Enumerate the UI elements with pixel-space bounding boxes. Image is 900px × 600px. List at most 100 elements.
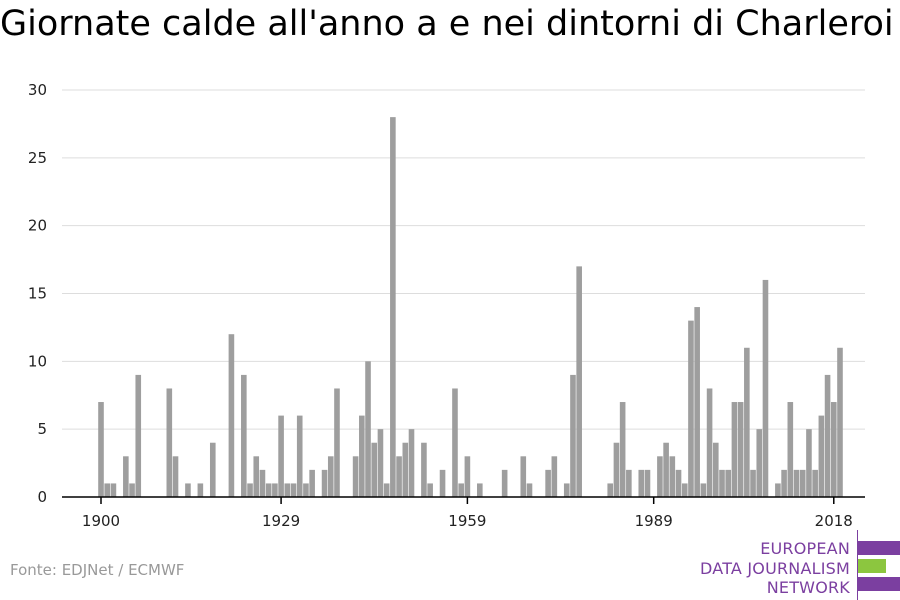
- y-tick-label: 15: [28, 285, 47, 303]
- logo-bar-purple-2: [858, 577, 900, 591]
- bar: [241, 374, 247, 497]
- logo-bar-purple-1: [858, 541, 900, 555]
- bar: [793, 469, 800, 497]
- y-tick-label: 5: [37, 420, 47, 438]
- bar: [663, 442, 669, 497]
- bar: [185, 483, 191, 497]
- bar: [253, 456, 260, 497]
- gridlines: [62, 89, 865, 430]
- chart-title: Giornate calde all'anno a e nei dintorni…: [0, 4, 894, 44]
- bar: [166, 388, 173, 497]
- bar: [296, 415, 303, 497]
- bar: [135, 374, 142, 497]
- edjnet-logo: EUROPEAN DATA JOURNALISM NETWORK: [700, 530, 900, 600]
- bar: [359, 415, 365, 497]
- bar: [371, 442, 378, 497]
- bar: [812, 469, 818, 497]
- logo-line-3: NETWORK: [766, 578, 850, 597]
- bar: [570, 374, 576, 497]
- bar: [402, 442, 409, 497]
- bar: [762, 279, 769, 497]
- bar: [731, 402, 738, 497]
- bar: [501, 469, 508, 497]
- bar: [352, 456, 359, 497]
- bar: [259, 469, 266, 497]
- bar: [421, 442, 427, 497]
- bar: [439, 469, 446, 497]
- bar: [408, 429, 415, 497]
- bar: [644, 469, 651, 497]
- bar: [377, 429, 384, 497]
- bar: [799, 469, 806, 497]
- bar: [452, 388, 458, 497]
- bar: [638, 469, 645, 497]
- bar: [619, 402, 626, 497]
- bar: [98, 402, 104, 497]
- bars: [98, 117, 843, 497]
- bar: [172, 456, 179, 497]
- bar: [675, 469, 682, 497]
- x-tick-label: 1989: [635, 512, 673, 530]
- y-axis-ticks: 0 5 10 15 20 25 30: [28, 81, 47, 506]
- bar: [626, 469, 632, 497]
- bar: [396, 456, 402, 497]
- logo-line-2: DATA JOURNALISM: [700, 559, 850, 578]
- bar: [309, 469, 315, 497]
- source-note: Fonte: EDJNet / ECMWF: [10, 561, 185, 579]
- bar: [563, 483, 570, 497]
- bar: [681, 483, 688, 497]
- bar: [688, 320, 694, 497]
- bar: [383, 483, 390, 497]
- bar: [830, 402, 837, 497]
- bar: [837, 347, 843, 497]
- bar: [576, 266, 582, 497]
- bar: [545, 469, 551, 497]
- bar: [464, 456, 471, 497]
- logo-bar-green: [858, 559, 886, 573]
- bar: [700, 483, 707, 497]
- bar: [551, 456, 558, 497]
- bar: [781, 469, 787, 497]
- x-tick-label: 2018: [815, 512, 853, 530]
- bar: [737, 402, 744, 497]
- logo-line-1: EUROPEAN: [760, 539, 850, 558]
- y-tick-label: 30: [28, 81, 47, 99]
- bar: [477, 483, 483, 497]
- bar: [284, 483, 291, 497]
- bar: [756, 429, 763, 497]
- bar: [334, 388, 340, 497]
- bar: [744, 347, 750, 497]
- bar: [390, 117, 396, 497]
- bar: [129, 483, 135, 497]
- x-tick-label: 1900: [82, 512, 120, 530]
- bar: [775, 483, 781, 497]
- bar: [265, 483, 272, 497]
- bar: [321, 469, 328, 497]
- bar: [278, 415, 284, 497]
- bar: [110, 483, 117, 497]
- bar: [327, 456, 334, 497]
- bar: [228, 334, 235, 497]
- bar: [806, 429, 812, 497]
- bar: [824, 374, 831, 497]
- bar: [272, 483, 278, 497]
- bar: [706, 388, 713, 497]
- bar: [613, 442, 620, 497]
- x-tick-label: 1929: [262, 512, 300, 530]
- bar: [669, 456, 676, 497]
- bar: [526, 483, 533, 497]
- bar: [750, 469, 756, 497]
- bar: [719, 469, 725, 497]
- bar: [712, 442, 719, 497]
- bar: [458, 483, 464, 497]
- bar: [787, 402, 794, 497]
- y-tick-label: 20: [28, 217, 47, 235]
- bar: [657, 456, 663, 497]
- x-axis-ticks: 1900 1929 1959 1989 2018: [82, 497, 853, 530]
- y-tick-label: 0: [37, 488, 47, 506]
- bar: [427, 483, 433, 497]
- y-tick-label: 25: [28, 149, 47, 167]
- x-tick-label: 1959: [448, 512, 486, 530]
- bar: [247, 483, 253, 497]
- bar: [607, 483, 614, 497]
